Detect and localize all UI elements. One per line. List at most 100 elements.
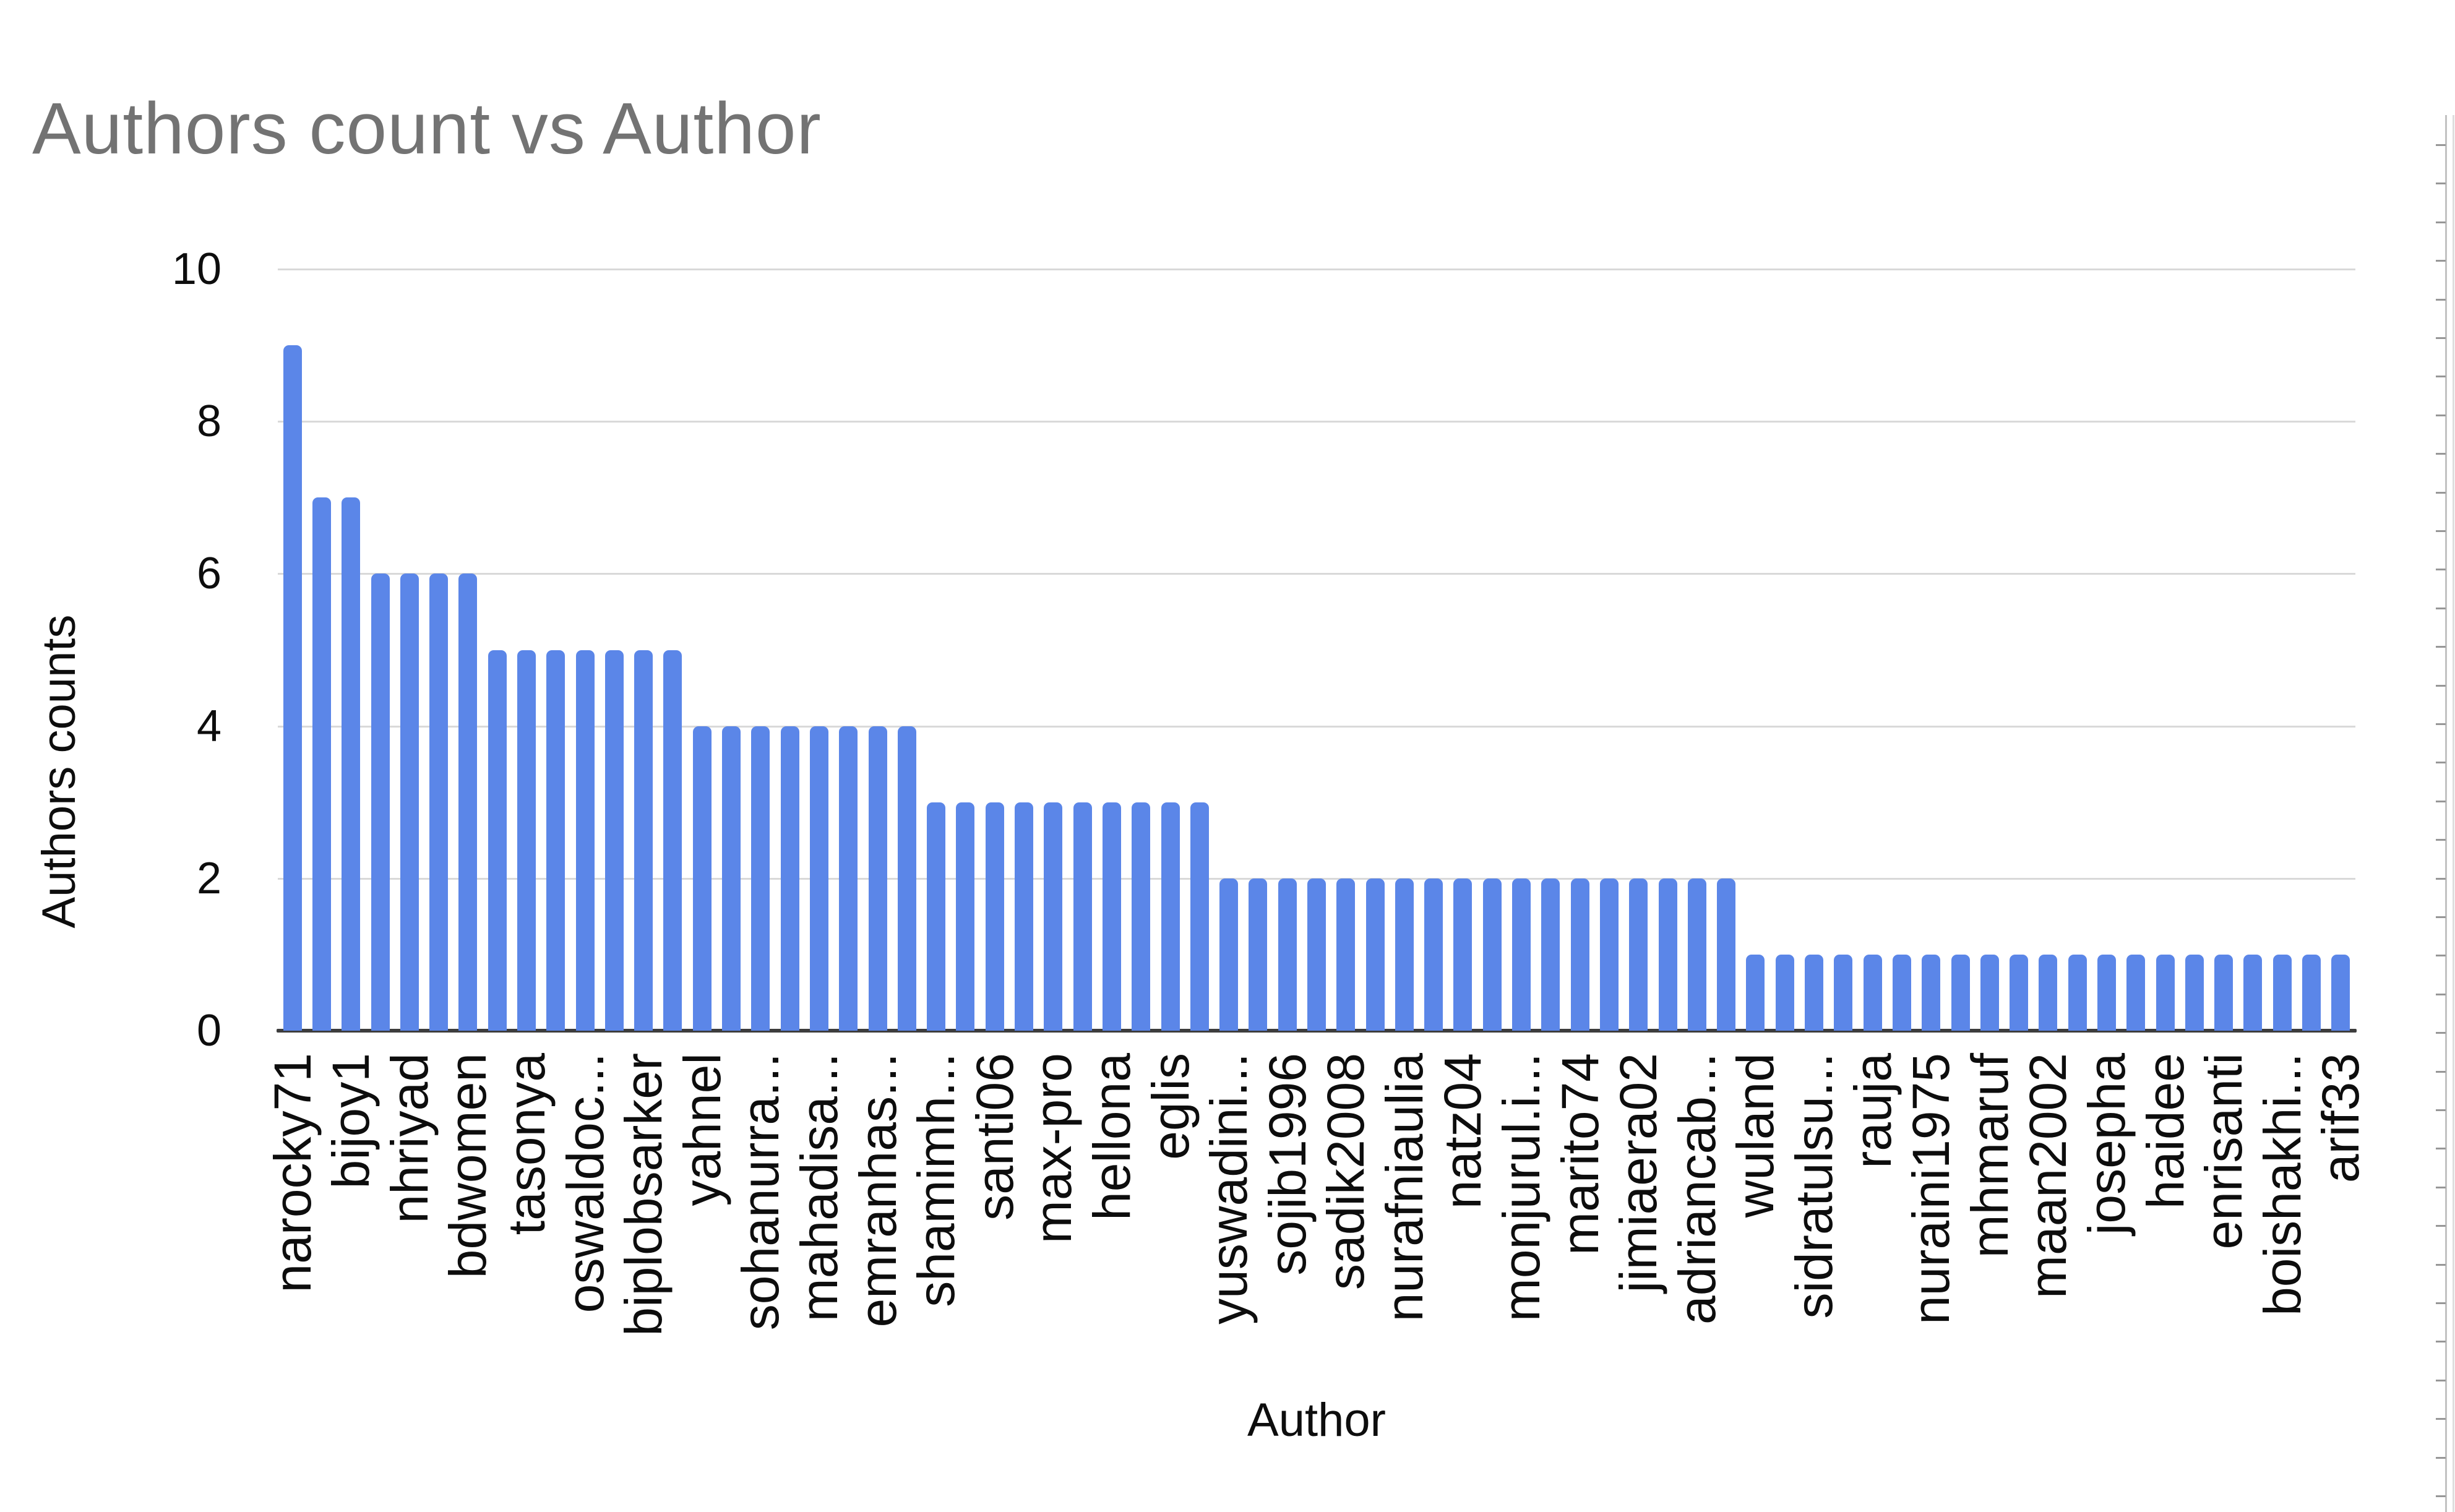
- bar-57: [1922, 954, 1941, 1031]
- bar-49: [1687, 878, 1706, 1031]
- bar-10: [546, 650, 565, 1031]
- bar-16: [722, 726, 741, 1031]
- bar-42: [1482, 878, 1502, 1031]
- bar-8: [488, 650, 507, 1031]
- y-tick-label-10: 10: [171, 244, 221, 294]
- bar-3: [342, 497, 361, 1031]
- x-tick-label-josepha: josepha: [2077, 1053, 2136, 1235]
- bar-64: [2126, 954, 2146, 1031]
- bar-41: [1453, 878, 1473, 1031]
- bar-60: [2010, 954, 2029, 1031]
- x-tick-label-hellona: hellona: [1082, 1053, 1141, 1221]
- bar-70: [2302, 954, 2321, 1031]
- bar-48: [1658, 878, 1677, 1031]
- sheet-row-line: [2436, 801, 2446, 802]
- bar-7: [458, 573, 478, 1031]
- sheet-row-line: [2436, 685, 2446, 687]
- bar-14: [663, 650, 682, 1031]
- bar-61: [2039, 954, 2058, 1031]
- sheet-row-line: [2436, 337, 2446, 339]
- bar-24: [956, 802, 975, 1031]
- sheet-row-line: [2436, 221, 2446, 223]
- bar-22: [897, 726, 916, 1031]
- bar-25: [985, 802, 1004, 1031]
- bar-15: [692, 726, 712, 1031]
- bar-46: [1599, 878, 1619, 1031]
- sheet-row-line: [2436, 1109, 2446, 1111]
- x-tick-label-sojib1996: sojib1996: [1258, 1053, 1317, 1276]
- x-tick-label-haidee: haidee: [2136, 1053, 2195, 1209]
- bar-54: [1834, 954, 1853, 1031]
- x-tick-label-max-pro: max-pro: [1024, 1053, 1083, 1244]
- bar-69: [2272, 954, 2292, 1031]
- sheet-row-line: [2436, 916, 2446, 918]
- sheet-row-line: [2436, 1495, 2446, 1497]
- x-tick-label-mahadisa...: mahadisa...: [789, 1053, 848, 1322]
- sheet-row-line: [2436, 955, 2446, 956]
- sheet-row-line: [2436, 1457, 2446, 1459]
- x-tick-label-santi06: santi06: [965, 1053, 1024, 1221]
- bar-37: [1336, 878, 1356, 1031]
- bar-12: [604, 650, 624, 1031]
- sheet-row-line: [2436, 1187, 2446, 1188]
- bar-17: [751, 726, 770, 1031]
- bar-65: [2156, 954, 2175, 1031]
- sheet-row-line: [2436, 1418, 2446, 1420]
- bar-30: [1132, 802, 1151, 1031]
- bar-66: [2185, 954, 2204, 1031]
- sheet-column-border: [2445, 115, 2447, 1512]
- sheet-row-line: [2436, 1302, 2446, 1304]
- x-tick-label-jimiaera02: jimiaera02: [1609, 1053, 1668, 1293]
- y-tick-label-2: 2: [196, 853, 221, 903]
- bar-20: [839, 726, 858, 1031]
- bar-34: [1249, 878, 1268, 1031]
- x-tick-label-tasonya: tasonya: [497, 1053, 556, 1235]
- x-tick-label-mhmaruf: mhmaruf: [1960, 1053, 2019, 1258]
- bar-28: [1073, 802, 1092, 1031]
- sheet-row-line: [2436, 1071, 2446, 1073]
- sheet-row-line: [2436, 1341, 2446, 1342]
- bar-51: [1746, 954, 1765, 1031]
- bar-63: [2097, 954, 2116, 1031]
- x-tick-label-adriancab...: adriancab...: [1667, 1053, 1726, 1325]
- bar-55: [1863, 954, 1882, 1031]
- bar-40: [1424, 878, 1443, 1031]
- x-tick-label-bdwomen: bdwomen: [439, 1053, 497, 1279]
- x-tick-label-sidratulsu...: sidratulsu...: [1785, 1053, 1844, 1319]
- sheet-row-line: [2436, 415, 2446, 416]
- chart-title: Authors count vs Author: [32, 88, 822, 170]
- x-tick-label-boishakhi...: boishakhi...: [2253, 1053, 2311, 1316]
- x-tick-label-sadik2008: sadik2008: [1317, 1053, 1375, 1290]
- x-tick-label-narocky71: narocky71: [263, 1053, 322, 1293]
- x-tick-label-enrisanti: enrisanti: [2195, 1053, 2253, 1250]
- bar-4: [371, 573, 390, 1031]
- x-tick-label-yuswadini...: yuswadini...: [1200, 1053, 1258, 1325]
- x-tick-label-bijoy1: bijoy1: [322, 1053, 381, 1189]
- bar-31: [1161, 802, 1180, 1031]
- y-tick-label-6: 6: [196, 549, 221, 599]
- x-axis-line: [277, 1029, 2357, 1033]
- sheet-row-line: [2436, 994, 2446, 995]
- bar-21: [868, 726, 887, 1031]
- sheet-row-line: [2436, 376, 2446, 377]
- bar-71: [2331, 954, 2350, 1031]
- bar-53: [1805, 954, 1824, 1031]
- sheet-row-line: [2436, 183, 2446, 184]
- y-tick-label-0: 0: [196, 1006, 221, 1055]
- gridline-y-8: [278, 421, 2355, 423]
- sheet-right-border: [2453, 115, 2454, 1512]
- sheet-row-line: [2436, 1032, 2446, 1034]
- bar-18: [780, 726, 799, 1031]
- x-axis-title: Author: [1247, 1394, 1386, 1446]
- bar-39: [1395, 878, 1414, 1031]
- gridline-y-10: [278, 268, 2355, 270]
- x-tick-label-rauja: rauja: [1843, 1053, 1902, 1169]
- sheet-row-line: [2436, 299, 2446, 301]
- bar-35: [1278, 878, 1297, 1031]
- x-tick-label-nurafniaulia: nurafniaulia: [1375, 1053, 1434, 1322]
- bar-36: [1307, 878, 1326, 1031]
- sheet-row-line: [2436, 723, 2446, 725]
- bar-38: [1365, 878, 1385, 1031]
- bar-59: [1980, 954, 1999, 1031]
